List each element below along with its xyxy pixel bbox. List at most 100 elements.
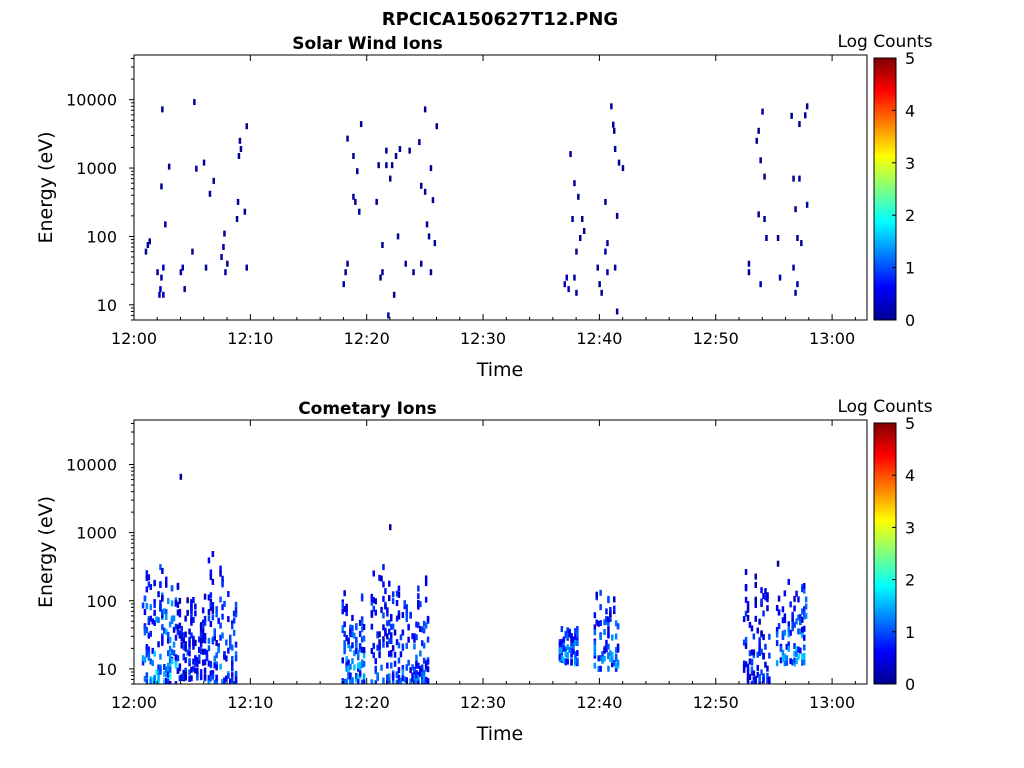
- heatmap-cell: [234, 676, 238, 683]
- heatmap-cell: [758, 637, 761, 644]
- heatmap-cell: [560, 655, 564, 661]
- heatmap-cell: [603, 629, 606, 635]
- heatmap-cell: [742, 639, 746, 646]
- heatmap-cell: [198, 636, 201, 643]
- heatmap-cell: [803, 634, 806, 641]
- heatmap-cell: [766, 677, 769, 684]
- heatmap-cell: [157, 617, 160, 624]
- heatmap-cell: [378, 652, 381, 659]
- heatmap-cell: [607, 643, 610, 650]
- heatmap-cell: [801, 608, 804, 615]
- heatmap-cell: [190, 611, 193, 618]
- heatmap-cell: [355, 640, 358, 647]
- heatmap-cell: [597, 655, 600, 662]
- heatmap-cell: [421, 640, 424, 647]
- heatmap-cell: [744, 610, 748, 617]
- heatmap-cell: [804, 612, 808, 619]
- heatmap-cell: [178, 611, 182, 618]
- heatmap-point: [381, 242, 384, 248]
- heatmap-cell: [742, 616, 746, 623]
- heatmap-cell: [374, 609, 377, 616]
- heatmap-cell: [378, 643, 381, 649]
- heatmap-cell: [789, 629, 792, 636]
- heatmap-cell: [762, 593, 765, 599]
- heatmap-cell: [358, 646, 362, 653]
- heatmap-cell: [754, 573, 757, 580]
- heatmap-cell: [347, 669, 350, 676]
- heatmap-cell: [362, 647, 366, 654]
- heatmap-point: [598, 281, 601, 288]
- heatmap-cell: [574, 633, 577, 640]
- heatmap-cell: [380, 606, 383, 613]
- heatmap-cell: [153, 609, 156, 616]
- heatmap-cell: [775, 631, 779, 638]
- heatmap-cell: [167, 668, 170, 675]
- heatmap-cell: [603, 655, 606, 662]
- heatmap-cell: [397, 642, 401, 649]
- heatmap-cell: [345, 635, 348, 642]
- heatmap-cell: [215, 678, 218, 684]
- heatmap-cell: [413, 643, 416, 650]
- solar-wind-x-axis-label: Time: [476, 359, 524, 381]
- heatmap-cell: [207, 675, 211, 682]
- heatmap-cell: [343, 648, 346, 655]
- heatmap-cell: [165, 581, 168, 588]
- heatmap-cell: [351, 614, 354, 621]
- heatmap-cell: [360, 679, 364, 684]
- heatmap-point: [790, 112, 793, 119]
- heatmap-point: [792, 175, 795, 182]
- heatmap-cell: [783, 590, 787, 597]
- cometary-y-tick-label: 1000: [76, 524, 117, 543]
- heatmap-cell: [605, 639, 608, 646]
- heatmap-cell: [793, 643, 796, 649]
- heatmap-cell: [358, 670, 362, 677]
- heatmap-cell: [566, 658, 569, 665]
- heatmap-cell: [415, 621, 418, 628]
- solar-wind-axes-frame: [133, 54, 868, 321]
- heatmap-point: [356, 168, 359, 175]
- heatmap-cell: [791, 659, 794, 666]
- heatmap-cell: [405, 604, 408, 611]
- heatmap-cell: [351, 677, 354, 684]
- heatmap-cell: [405, 678, 408, 684]
- heatmap-cell: [362, 673, 366, 680]
- heatmap-cell: [564, 659, 567, 666]
- heatmap-cell: [424, 663, 428, 670]
- heatmap-cell: [163, 608, 166, 615]
- heatmap-cell: [360, 620, 364, 626]
- heatmap-cell: [787, 626, 790, 633]
- heatmap-cell: [566, 627, 569, 634]
- heatmap-cell: [178, 663, 182, 670]
- heatmap-point: [429, 165, 433, 172]
- heatmap-cell: [574, 658, 577, 665]
- heatmap-cell: [605, 608, 608, 615]
- heatmap-cell: [611, 651, 614, 658]
- heatmap-point: [161, 106, 164, 113]
- heatmap-point: [404, 260, 407, 267]
- heatmap-cell: [196, 667, 199, 674]
- heatmap-cell: [401, 669, 405, 676]
- heatmap-cell: [157, 591, 160, 598]
- heatmap-point: [159, 286, 162, 293]
- heatmap-cell: [376, 644, 379, 651]
- heatmap-cell: [149, 604, 152, 611]
- solar-wind-colorbar-tick-label: 4: [905, 101, 915, 120]
- heatmap-cell: [611, 657, 614, 663]
- heatmap-cell: [752, 633, 756, 640]
- heatmap-cell: [184, 667, 187, 674]
- heatmap-cell: [572, 636, 575, 643]
- heatmap-cell: [399, 677, 403, 684]
- heatmap-cell: [768, 652, 771, 659]
- heatmap-cell: [593, 624, 597, 631]
- heatmap-cell: [153, 674, 156, 681]
- heatmap-cell: [386, 607, 389, 614]
- heatmap-cell: [799, 628, 802, 635]
- solar-wind-colorbar-tick-label: 5: [905, 49, 915, 68]
- heatmap-cell: [388, 595, 391, 602]
- heatmap-cell: [390, 632, 393, 639]
- heatmap-cell: [145, 586, 149, 593]
- heatmap-cell: [597, 620, 600, 627]
- heatmap-cell: [409, 679, 412, 684]
- heatmap-cell: [159, 581, 162, 588]
- heatmap-cell: [168, 645, 172, 652]
